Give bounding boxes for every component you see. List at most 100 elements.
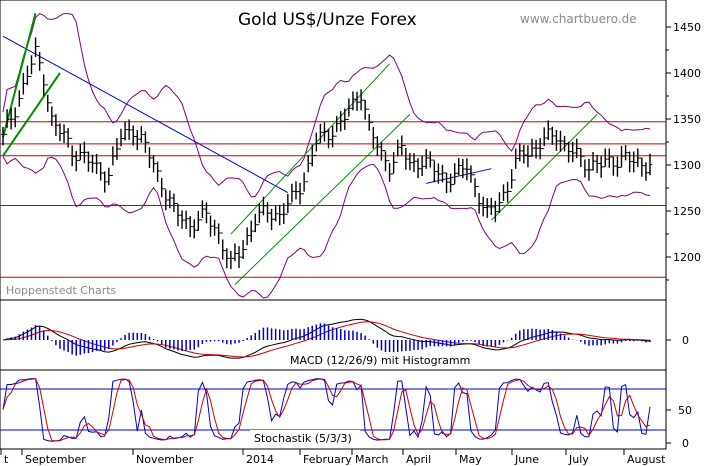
price-bar [440,164,445,183]
x-tick-label: August [627,453,666,466]
price-bar [615,156,620,177]
price-bar [74,151,79,172]
price-bar [554,129,559,151]
price-bar [196,210,201,231]
price-bar [175,203,180,227]
price-bar [188,216,193,238]
stoch-tick-label: 50 [678,404,692,417]
price-tick-label: 1300 [673,159,701,172]
stochastic-label: Stochastik (5/3/3) [254,432,352,445]
price-bar [139,125,144,143]
bollinger-lower [2,156,651,299]
x-tick-label: 2014 [246,453,274,466]
price-bar [468,165,473,183]
stoch-k-line [2,378,651,442]
price-bar [245,227,250,251]
stoch-tick-label: 0 [682,437,689,450]
price-bar [639,157,644,177]
price-bar [5,109,10,135]
x-tick-label: April [406,453,431,466]
price-bar [204,202,209,224]
trendline-down [2,35,289,194]
price-bar [558,130,563,152]
price-bar [428,151,433,168]
price-bar [477,185,482,214]
price-bar [131,125,136,146]
price-bar [285,193,290,215]
price-bar [436,163,441,184]
price-bar [310,144,315,167]
x-tick-label: March [355,453,389,466]
price-bar [403,144,408,170]
price-bar [574,138,579,159]
price-bar [399,135,404,156]
price-bar [249,220,254,242]
price-bar [21,72,26,99]
price-bar [257,203,262,226]
price-bar [265,202,270,223]
price-bar [623,145,628,161]
price-bar [127,119,132,140]
price-bar [407,153,412,171]
price-bar [261,196,266,216]
price-tick-label: 1450 [673,21,701,34]
price-bar [334,115,339,137]
price-bar [167,190,172,209]
source-label: Hoppenstedt Charts [6,284,117,297]
trendline-green-2 [2,72,61,157]
price-bar [359,89,364,111]
price-bar [648,153,652,176]
price-bar [49,102,54,126]
trendline-june [490,114,598,221]
price-bar [595,154,600,173]
price-bar [481,196,486,217]
price-bar [289,183,294,205]
price-bar [611,156,616,176]
price-bar [208,212,213,237]
price-bar [542,127,547,150]
price-bar [367,108,372,131]
x-tick-label: June [514,453,539,466]
price-tick-label: 1200 [673,251,701,264]
price-bar [411,153,416,173]
price-bar [45,84,50,112]
price-bar [314,132,319,156]
price-bar [135,130,140,151]
price-bar [501,184,506,204]
price-tick-label: 1350 [673,113,701,126]
price-bar [184,210,189,229]
price-bar [151,155,156,173]
price-bar [346,98,351,120]
price-bar [578,147,583,167]
price-bar [293,181,298,200]
x-tick-label: February [303,453,352,466]
channel-upper [230,63,390,235]
price-bar [599,156,604,178]
signal-line [2,321,651,358]
macd-line [2,318,650,359]
price-bar [147,141,152,169]
price-bar [326,128,331,149]
price-bar [464,158,469,181]
price-bar [391,152,396,175]
price-bar [9,108,14,130]
price-bar [106,167,111,186]
price-bar [330,125,335,148]
price-bar [448,173,453,193]
price-bar [546,120,551,140]
price-bar [66,128,71,148]
price-bar [94,153,99,174]
macd-tick-label: 0 [682,334,689,347]
price-bar [383,150,388,172]
price-bar [497,192,502,213]
trendline-may [426,168,492,184]
x-tick-label: September [25,453,86,466]
x-tick-label: t [4,453,9,466]
price-bar [562,135,567,152]
price-bar [163,188,168,211]
price-bar [371,122,376,149]
price-bar [220,232,225,260]
price-bar [550,126,555,145]
price-tick-label: 1400 [673,67,701,80]
price-bar [306,154,311,183]
